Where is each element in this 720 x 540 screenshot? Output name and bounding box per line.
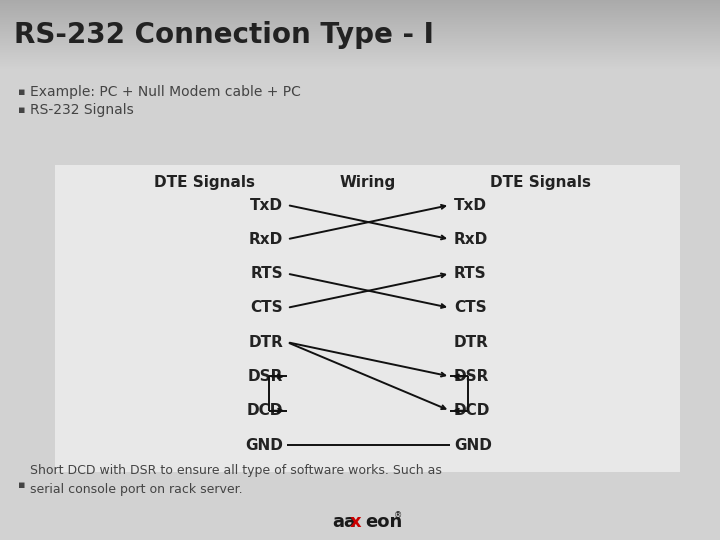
Bar [0,59,720,60]
Bar [0,12,720,14]
Text: TxD: TxD [454,198,487,213]
Bar [0,50,720,52]
Bar [0,40,720,42]
Text: eon: eon [365,513,402,531]
Text: RTS: RTS [251,266,283,281]
Bar [0,49,720,50]
Bar [0,14,720,16]
Text: GND: GND [245,437,283,453]
Bar [0,62,720,63]
Bar [0,45,720,46]
Bar [0,3,720,4]
Text: Example: PC + Null Modem cable + PC: Example: PC + Null Modem cable + PC [30,85,301,99]
Bar [0,48,720,49]
Bar [0,11,720,12]
Text: RTS: RTS [454,266,487,281]
Bar [0,10,720,11]
Bar [0,31,720,32]
Bar [0,2,720,3]
Bar [55,165,680,472]
Text: DSR: DSR [248,369,283,384]
Text: DTE Signals: DTE Signals [155,174,256,190]
Text: ®: ® [394,511,402,521]
Bar [0,55,720,56]
Bar [0,35,720,36]
Text: DTR: DTR [248,335,283,349]
Text: CTS: CTS [251,300,283,315]
Bar [0,0,720,2]
Bar [0,38,720,39]
Text: ▪: ▪ [18,87,25,97]
Bar [0,36,720,38]
Bar [0,29,720,31]
Text: GND: GND [454,437,492,453]
Bar [0,52,720,53]
Bar [0,33,720,35]
Bar [0,70,720,540]
Text: aa: aa [332,513,356,531]
Text: ▪: ▪ [18,105,25,115]
Bar [0,53,720,55]
Text: RS-232 Signals: RS-232 Signals [30,103,134,117]
Bar [0,24,720,25]
Text: DCD: DCD [247,403,283,418]
Bar [0,32,720,33]
Bar [0,67,720,69]
Bar [0,26,720,28]
Text: DCD: DCD [454,403,490,418]
Bar [0,39,720,40]
Bar [0,42,720,43]
Bar [0,64,720,66]
Text: RxD: RxD [248,232,283,247]
Bar [0,57,720,59]
Bar [0,22,720,24]
Bar [0,16,720,17]
Bar [0,66,720,67]
Text: CTS: CTS [454,300,487,315]
Bar [0,5,720,7]
Text: Short DCD with DSR to ensure all type of software works. Such as
serial console : Short DCD with DSR to ensure all type of… [30,464,442,496]
Bar [0,21,720,22]
Text: DTR: DTR [454,335,489,349]
Bar [0,18,720,19]
Bar [0,63,720,64]
Text: DSR: DSR [454,369,490,384]
Bar [0,43,720,45]
Bar [0,19,720,21]
Text: RS-232 Connection Type - I: RS-232 Connection Type - I [14,21,434,49]
Bar [0,17,720,18]
Text: Wiring: Wiring [340,174,396,190]
Bar [0,4,720,5]
Text: TxD: TxD [250,198,283,213]
Bar [0,7,720,9]
Text: RxD: RxD [454,232,488,247]
Text: DTE Signals: DTE Signals [490,174,590,190]
Bar [0,56,720,57]
Bar [0,25,720,26]
Bar [0,69,720,70]
Bar [0,28,720,29]
Bar [0,9,720,10]
Bar [0,46,720,48]
Bar [0,60,720,62]
Text: ▪: ▪ [18,480,25,490]
Text: x: x [350,513,362,531]
